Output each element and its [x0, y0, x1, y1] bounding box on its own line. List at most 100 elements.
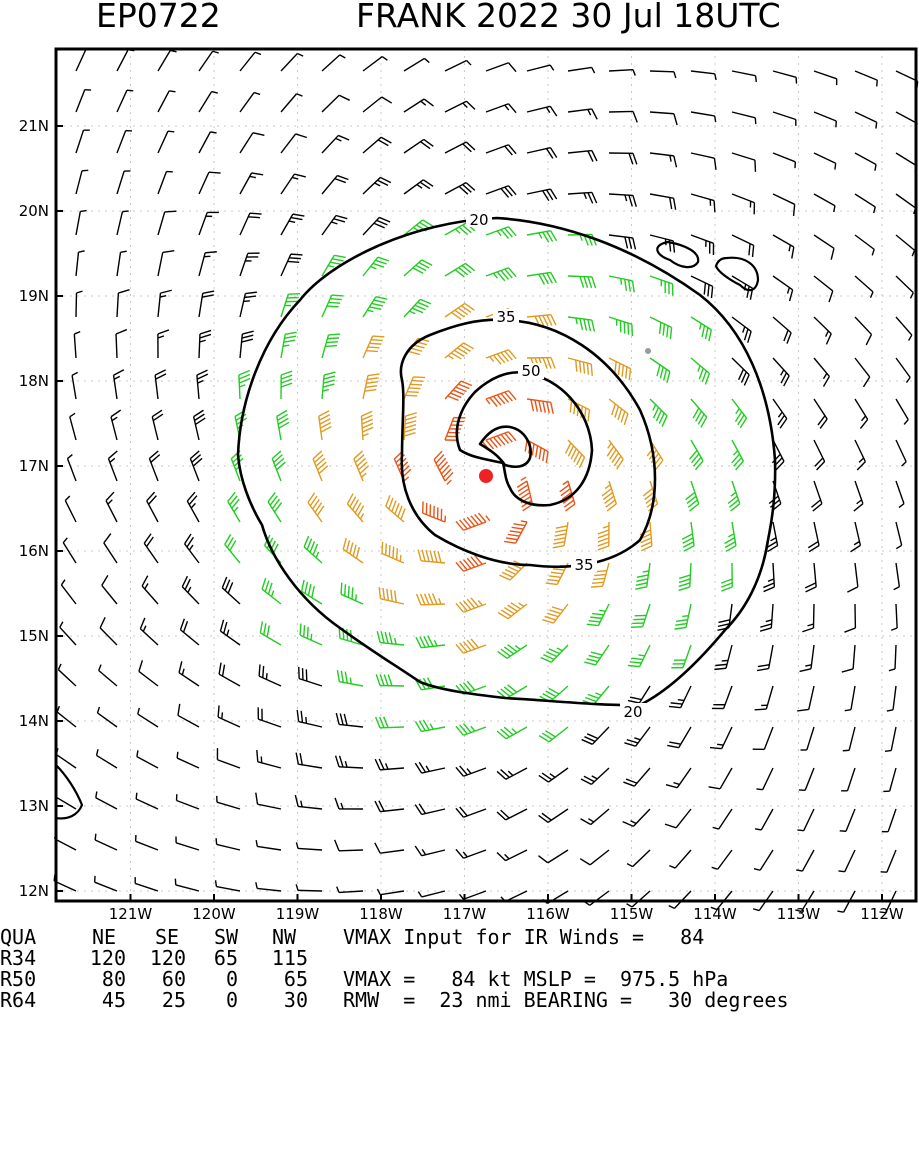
wind-barb — [691, 358, 709, 384]
lon-label: 112W — [860, 905, 904, 920]
wind-barb — [844, 604, 855, 632]
wind-barb — [760, 604, 773, 631]
wind-barb — [527, 231, 557, 243]
wind-barb — [363, 374, 380, 399]
wind-barb — [97, 749, 117, 768]
wind-barb — [74, 332, 80, 358]
wind-barb — [691, 112, 716, 122]
wind-barb — [486, 268, 516, 281]
wind-barb — [445, 303, 474, 319]
wind-barb — [763, 563, 774, 592]
wind-barb — [691, 194, 715, 212]
wind-barb — [418, 891, 445, 897]
wind-barb — [553, 522, 568, 548]
cell-nw: 30 — [250, 990, 308, 1011]
wind-barb — [404, 58, 429, 71]
wind-barb — [855, 194, 875, 213]
wind-barb — [363, 336, 384, 358]
wind-barb — [347, 494, 363, 522]
wind-barb — [337, 887, 363, 893]
wind-barb — [896, 399, 908, 424]
wind-barb — [322, 372, 335, 399]
wind-barb — [896, 358, 910, 383]
wind-barb — [240, 253, 260, 276]
wind-barb — [137, 750, 158, 768]
lat-label: 15N — [19, 627, 49, 645]
lon-label: 115W — [610, 905, 654, 920]
wind-barb — [95, 876, 117, 891]
wind-barb — [116, 330, 127, 358]
wind-barb — [147, 492, 158, 522]
wind-barb — [891, 604, 897, 630]
wind-barb — [404, 299, 431, 317]
cell-sw: 0 — [190, 990, 238, 1011]
wind-barb — [797, 686, 814, 711]
wind-barb — [216, 838, 240, 850]
col-se: SE — [155, 927, 179, 948]
wind-barb — [686, 481, 699, 511]
wind-barb — [375, 759, 404, 770]
wind-barb — [240, 133, 264, 153]
wind-barb — [72, 372, 78, 399]
wind-barb — [281, 294, 300, 317]
wind-barb — [855, 235, 874, 255]
wind-barb — [568, 109, 597, 119]
wind-barb — [808, 522, 819, 552]
wind-barb — [456, 598, 486, 612]
contour-small-1 — [657, 242, 698, 267]
wind-barb — [527, 272, 556, 284]
lat-label: 17N — [19, 457, 49, 475]
wind-barb — [650, 112, 677, 125]
wind-barb — [322, 135, 349, 153]
wind-barb — [277, 411, 289, 440]
wind-barb — [671, 645, 691, 668]
wind-barb — [486, 227, 516, 239]
wind-barb — [445, 381, 472, 400]
wind-barb — [527, 106, 557, 116]
wind-barb — [896, 276, 913, 298]
wind-barb — [322, 334, 340, 358]
wind-barb — [755, 686, 773, 710]
wind-barb — [539, 768, 568, 782]
wind-barb — [445, 418, 465, 441]
wind-barb — [732, 440, 744, 470]
lon-label: 120W — [192, 905, 236, 920]
wind-barb — [582, 727, 609, 744]
wind-barb — [281, 53, 303, 71]
wind-barb — [838, 850, 855, 872]
wind-barb — [55, 833, 76, 850]
wind-barb — [187, 492, 199, 522]
wind-barb — [486, 63, 516, 72]
wind-barb — [885, 727, 896, 751]
vmax-mslp-line: VMAX = 84 kt MSLP = 975.5 hPa — [343, 969, 728, 990]
wind-barb — [689, 440, 703, 470]
wind-barb — [257, 750, 281, 768]
wind-barb — [802, 604, 814, 632]
wind-barb — [583, 686, 609, 704]
wind-barb — [667, 727, 691, 748]
wind-barb — [896, 481, 904, 508]
wind-barb — [609, 194, 636, 207]
wind-barb — [801, 727, 814, 750]
wind-barb — [199, 330, 211, 358]
wind-barb — [732, 71, 756, 82]
wind-barb — [456, 849, 486, 858]
wind-contours — [56, 218, 775, 818]
wind-barb — [117, 171, 130, 194]
lon-label: 114W — [693, 905, 737, 920]
wind-barb — [855, 71, 877, 86]
wind-barb — [99, 665, 117, 686]
wind-barb — [144, 534, 158, 563]
wind-barb — [281, 174, 306, 194]
contour-small-2 — [716, 258, 758, 290]
wind-barb — [845, 686, 855, 711]
wind-barb — [498, 603, 527, 619]
wind-barb — [228, 492, 240, 522]
wind-barb — [225, 534, 240, 563]
wind-barb — [623, 809, 650, 826]
wind-barb — [158, 211, 176, 235]
wind-barb — [158, 91, 175, 112]
wind-barb — [199, 172, 221, 194]
wind-barb — [76, 291, 83, 317]
wind-barb — [609, 276, 634, 292]
